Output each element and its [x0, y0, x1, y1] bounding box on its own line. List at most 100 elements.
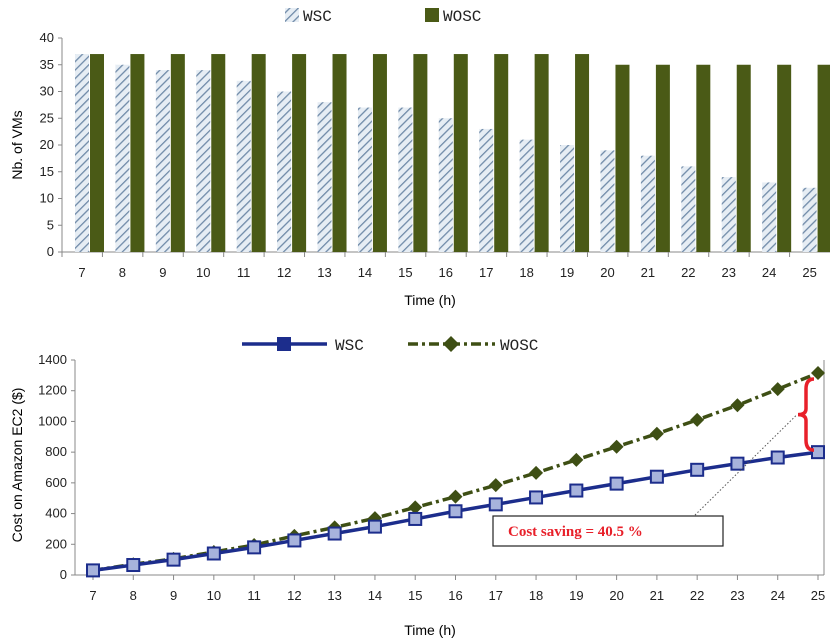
bar-wsc — [357, 107, 372, 252]
annotation-leader-line — [689, 414, 798, 521]
bar-y-axis-label: Nb. of VMs — [9, 110, 25, 179]
line-x-tick-label: 9 — [170, 588, 177, 603]
bar-wsc — [75, 54, 89, 252]
point-wsc — [448, 504, 463, 519]
bar-x-tick-label: 23 — [722, 265, 736, 280]
point-wosc — [649, 426, 664, 441]
point-wosc — [569, 452, 584, 467]
vm-bar-chart: WSC WOSC Nb. of VMs Time (h) 0 5 10 15 20 25 3… — [9, 8, 830, 308]
line-x-tick-label: 21 — [650, 588, 664, 603]
point-wosc — [730, 398, 745, 413]
point-wsc — [649, 469, 664, 484]
line-y-tick-label: 1400 — [38, 352, 67, 367]
line-legend: WSC WOSC — [242, 336, 538, 355]
line-x-tick-label: 23 — [730, 588, 744, 603]
bar-wsc — [479, 128, 494, 252]
line-x-tick-label: 14 — [368, 588, 382, 603]
bar-x-tick-label: 18 — [519, 265, 533, 280]
legend-swatch-wsc — [285, 8, 299, 22]
bar-y-tick-label: 20 — [40, 137, 54, 152]
point-wsc — [569, 483, 584, 498]
annotation-box — [492, 515, 724, 547]
point-wsc — [730, 456, 745, 471]
line-x-tick-label: 17 — [489, 588, 503, 603]
line-y-tick-label: 600 — [45, 475, 67, 490]
bar-wosc — [817, 64, 830, 252]
point-wsc — [367, 519, 382, 534]
point-wsc — [86, 563, 100, 578]
point-wsc — [206, 546, 221, 561]
bar-marks — [75, 54, 830, 252]
point-wosc — [448, 489, 463, 504]
legend-label-wsc: WSC — [303, 8, 332, 26]
legend-label-wosc-line: WOSC — [500, 337, 538, 355]
bar-wsc — [560, 145, 575, 252]
point-wsc — [811, 445, 825, 460]
bar-x-tick-label: 17 — [479, 265, 493, 280]
bar-y-tick-label: 5 — [47, 217, 54, 232]
line-y-tick-label: 800 — [45, 444, 67, 459]
point-wsc — [529, 490, 544, 505]
bar-wosc — [130, 54, 145, 252]
bar-legend: WSC WOSC — [285, 8, 481, 26]
bar-y-tick-label: 30 — [40, 84, 54, 99]
bar-wosc — [453, 54, 468, 252]
cost-line-chart: WSC WOSC Cost on Amazon EC2 ($) Time (h)… — [9, 336, 825, 638]
bar-x-tick-label: 22 — [681, 265, 695, 280]
line-x-tick-label: 18 — [529, 588, 543, 603]
point-wsc — [690, 462, 705, 477]
bar-wsc — [438, 118, 453, 252]
line-y-tick-label: 1200 — [38, 383, 67, 398]
bar-wosc — [372, 54, 387, 252]
bar-y-tick-label: 25 — [40, 110, 54, 125]
bar-y-tick-label: 40 — [40, 30, 54, 45]
bar-x-tick-label: 13 — [317, 265, 331, 280]
point-wosc — [408, 500, 423, 515]
line-y-tick-label: 200 — [45, 536, 67, 551]
bar-x-tick-label: 24 — [762, 265, 776, 280]
line-x-tick-label: 10 — [207, 588, 221, 603]
point-wosc — [488, 478, 503, 493]
line-x-tick-label: 7 — [89, 588, 96, 603]
bar-x-tick-label: 12 — [277, 265, 291, 280]
line-x-tick-label: 19 — [569, 588, 583, 603]
line-x-tick-label: 13 — [327, 588, 341, 603]
bar-x-tick-label: 8 — [119, 265, 126, 280]
point-wosc — [529, 465, 544, 480]
bar-wosc — [494, 54, 509, 252]
line-y-tick-label: 0 — [60, 567, 67, 582]
bar-y-tick-label: 0 — [47, 244, 54, 259]
line-x-tick-label: 25 — [811, 588, 825, 603]
bar-wsc — [317, 102, 332, 252]
bar-x-tick-label: 21 — [641, 265, 655, 280]
point-wsc — [488, 497, 503, 512]
point-wosc — [690, 412, 705, 427]
bar-x-tick-label: 11 — [237, 265, 251, 280]
legend-swatch-wosc — [425, 8, 439, 22]
bar-y-tick-label: 35 — [40, 57, 54, 72]
bar-x-axis-label: Time (h) — [404, 292, 456, 308]
bar-wosc — [251, 54, 266, 252]
bar-x-tick-label: 7 — [78, 265, 85, 280]
bar-wsc — [196, 70, 211, 252]
legend-label-wosc: WOSC — [443, 8, 481, 26]
bar-x-tick-label: 25 — [802, 265, 816, 280]
bar-wosc — [655, 64, 670, 252]
bar-wosc — [292, 54, 307, 252]
bar-wsc — [721, 177, 736, 252]
line-marks — [86, 366, 825, 578]
bar-wsc — [277, 91, 292, 252]
cost-saving-annotation: Cost saving = 40.5 % — [492, 377, 815, 547]
bar-wosc — [170, 54, 185, 252]
point-wsc — [166, 552, 181, 567]
point-wsc — [609, 476, 624, 491]
bar-axes: 0 5 10 15 20 25 30 35 40 7 8 9 10 11 12 13 14 15 16 17 18 19 2… — [40, 30, 830, 280]
bar-wosc — [736, 64, 751, 252]
bar-x-tick-label: 10 — [196, 265, 210, 280]
bar-wosc — [211, 54, 226, 252]
bar-wsc — [640, 155, 655, 252]
point-wosc — [770, 382, 785, 397]
legend-marker-wosc — [443, 336, 459, 352]
point-wsc — [770, 450, 785, 465]
line-x-tick-label: 11 — [247, 588, 261, 603]
